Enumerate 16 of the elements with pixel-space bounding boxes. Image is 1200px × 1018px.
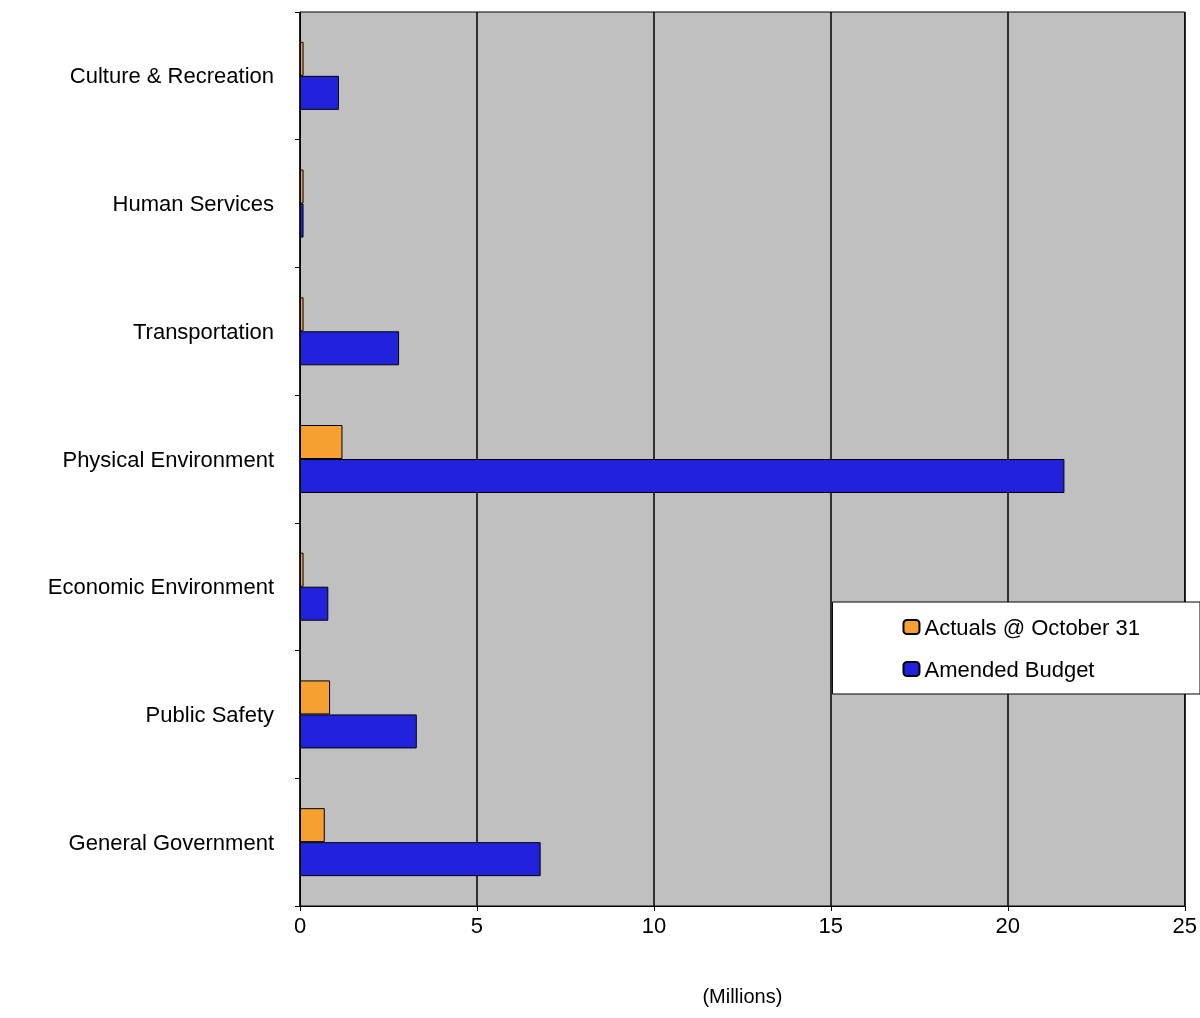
y-tick-label: Public Safety	[145, 701, 274, 727]
x-tick-label: 5	[470, 912, 484, 938]
y-tick-label: Physical Environment	[62, 446, 274, 472]
y-tick-label: Culture & Recreation	[69, 63, 274, 89]
x-axis-title: (Millions)	[702, 985, 783, 1007]
y-tick-label: General Government	[68, 829, 274, 855]
y-tick-label: Economic Environment	[47, 574, 274, 600]
x-tick-label: 20	[995, 912, 1021, 938]
y-tick-label: Transportation	[132, 318, 274, 344]
x-tick-label: 25	[1172, 912, 1198, 938]
legend-label: Amended Budget	[924, 656, 1095, 682]
x-tick-label: 10	[641, 912, 667, 938]
x-tick-label: 0	[293, 912, 307, 938]
x-tick-label: 15	[818, 912, 844, 938]
legend-label: Actuals @ October 31	[924, 614, 1140, 640]
y-tick-label: Human Services	[112, 191, 274, 217]
